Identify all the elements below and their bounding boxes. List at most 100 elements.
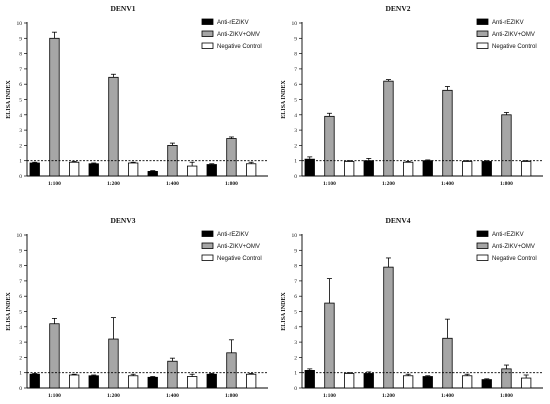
legend-label-anti-zikv-omv: Anti-ZIKV+OMV — [492, 32, 535, 38]
y-tick-label: 5 — [294, 98, 297, 104]
y-tick-label: 0 — [294, 386, 297, 392]
y-tick-label: 4 — [19, 113, 22, 119]
legend-swatch-anti-zikv-omv — [201, 30, 214, 37]
panel-denv4: DENV4 ELISA INDEX 0 1 2 3 4 5 6 7 8 9 10 1:100 1:200 1:… — [281, 216, 543, 399]
y-tick-label: 2 — [294, 143, 297, 149]
y-tick-label: 8 — [294, 264, 297, 270]
y-tick-label: 1 — [19, 371, 22, 377]
chart-title: DENV3 — [110, 216, 135, 225]
y-tick-label: 7 — [294, 279, 297, 285]
bar-anti-rezikv-1-200 — [88, 375, 99, 389]
legend-label-anti-zikv-omv: Anti-ZIKV+OMV — [217, 244, 260, 250]
bar-anti-zikv-omv-1-200 — [108, 338, 119, 389]
bar-anti-rezikv-1-200 — [363, 160, 374, 177]
bar-anti-zikv-omv-1-400 — [167, 360, 178, 389]
bar-anti-zikv-omv-1-100 — [49, 37, 60, 177]
x-tick-label: 1:800 — [500, 181, 513, 187]
legend-label-anti-rezikv: Anti-rEZIKV — [492, 20, 524, 26]
bar-negative-control-1-400 — [461, 375, 473, 389]
bar-anti-rezikv-1-100 — [29, 373, 40, 389]
bar-negative-control-1-200 — [402, 375, 414, 389]
legend-swatch-negative-control — [476, 42, 489, 49]
y-tick-label: 7 — [19, 67, 22, 73]
bar-anti-zikv-omv-1-100 — [324, 302, 335, 389]
bar-anti-rezikv-1-800 — [206, 373, 217, 389]
x-tick-label: 1:100 — [48, 393, 61, 399]
legend-swatch-anti-rezikv — [476, 230, 489, 237]
y-tick-label: 8 — [294, 52, 297, 58]
bar-anti-zikv-omv-1-800 — [226, 352, 237, 389]
bar-negative-control-1-800 — [520, 377, 532, 389]
y-tick-label: 5 — [19, 98, 22, 104]
y-tick-label: 2 — [19, 143, 22, 149]
y-tick-label: 3 — [19, 340, 22, 346]
y-tick-label: 9 — [294, 36, 297, 42]
bar-negative-control-1-800 — [245, 373, 257, 389]
legend-swatch-anti-rezikv — [201, 18, 214, 25]
legend-label-anti-rezikv: Anti-rEZIKV — [217, 20, 249, 26]
y-tick-label: 10 — [17, 233, 23, 239]
y-tick-label: 6 — [294, 294, 297, 300]
legend-label-negative-control: Negative Control — [492, 44, 537, 50]
y-tick-label: 9 — [19, 248, 22, 254]
bar-negative-control-1-200 — [127, 375, 139, 389]
y-axis-label: ELISA INDEX — [6, 292, 12, 331]
y-tick-label: 4 — [19, 325, 22, 331]
legend-label-negative-control: Negative Control — [217, 256, 262, 262]
chart-title: DENV1 — [110, 4, 135, 13]
bar-anti-zikv-omv-1-400 — [442, 337, 453, 389]
x-tick-label: 1:200 — [382, 181, 395, 187]
chart-title: DENV2 — [385, 4, 410, 13]
legend-label-anti-zikv-omv: Anti-ZIKV+OMV — [492, 244, 535, 250]
legend-label-anti-rezikv: Anti-rEZIKV — [492, 232, 524, 238]
bar-anti-zikv-omv-1-200 — [108, 76, 119, 177]
bar-anti-zikv-omv-1-800 — [501, 368, 512, 389]
bar-negative-control-1-400 — [186, 165, 198, 177]
panel-denv1: DENV1 ELISA INDEX 0 1 2 3 4 5 6 7 8 9 10 1:100 1:200 1:… — [6, 4, 268, 187]
y-tick-label: 5 — [294, 310, 297, 316]
bar-negative-control-1-800 — [520, 161, 532, 177]
bar-negative-control-1-100 — [69, 161, 80, 177]
y-tick-label: 6 — [19, 294, 22, 300]
bar-anti-zikv-omv-1-200 — [383, 266, 394, 389]
bar-anti-rezikv-1-400 — [422, 160, 433, 177]
x-tick-label: 1:100 — [323, 393, 336, 399]
legend-swatch-anti-rezikv — [201, 230, 214, 237]
x-tick-label: 1:400 — [166, 181, 179, 187]
legend-swatch-anti-rezikv — [476, 18, 489, 25]
bar-anti-rezikv-1-800 — [481, 161, 492, 177]
bar-anti-zikv-omv-1-100 — [324, 115, 335, 177]
y-axis-label: ELISA INDEX — [281, 292, 287, 331]
panel-denv2: DENV2 ELISA INDEX 0 1 2 3 4 5 6 7 8 9 10 1:100 1:200 1:… — [281, 4, 543, 187]
bar-anti-rezikv-1-400 — [422, 376, 433, 389]
bar-anti-zikv-omv-1-100 — [49, 323, 60, 389]
legend-swatch-anti-zikv-omv — [476, 242, 489, 249]
y-tick-label: 0 — [294, 174, 297, 180]
x-tick-label: 1:400 — [166, 393, 179, 399]
bar-anti-rezikv-1-200 — [363, 373, 374, 389]
legend-label-anti-rezikv: Anti-rEZIKV — [217, 232, 249, 238]
y-tick-label: 4 — [294, 113, 297, 119]
y-tick-label: 4 — [294, 325, 297, 331]
panel-denv3: DENV3 ELISA INDEX 0 1 2 3 4 5 6 7 8 9 10 1:100 1:200 1:… — [6, 216, 268, 399]
legend-swatch-anti-zikv-omv — [201, 242, 214, 249]
y-tick-label: 7 — [294, 67, 297, 73]
bar-anti-rezikv-1-400 — [147, 171, 158, 177]
x-tick-label: 1:800 — [225, 393, 238, 399]
bar-anti-rezikv-1-200 — [88, 163, 99, 177]
y-tick-label: 5 — [19, 310, 22, 316]
y-tick-label: 0 — [19, 174, 22, 180]
bar-anti-rezikv-1-100 — [304, 158, 315, 177]
x-tick-label: 1:200 — [107, 393, 120, 399]
y-tick-label: 1 — [19, 159, 22, 165]
bar-anti-rezikv-1-800 — [481, 379, 492, 389]
x-tick-label: 1:400 — [441, 181, 454, 187]
bar-anti-zikv-omv-1-800 — [226, 138, 237, 177]
x-tick-label: 1:200 — [382, 393, 395, 399]
y-tick-label: 3 — [19, 128, 22, 134]
bar-anti-zikv-omv-1-400 — [442, 89, 453, 177]
legend-label-negative-control: Negative Control — [492, 256, 537, 262]
bar-anti-rezikv-1-100 — [29, 162, 40, 177]
